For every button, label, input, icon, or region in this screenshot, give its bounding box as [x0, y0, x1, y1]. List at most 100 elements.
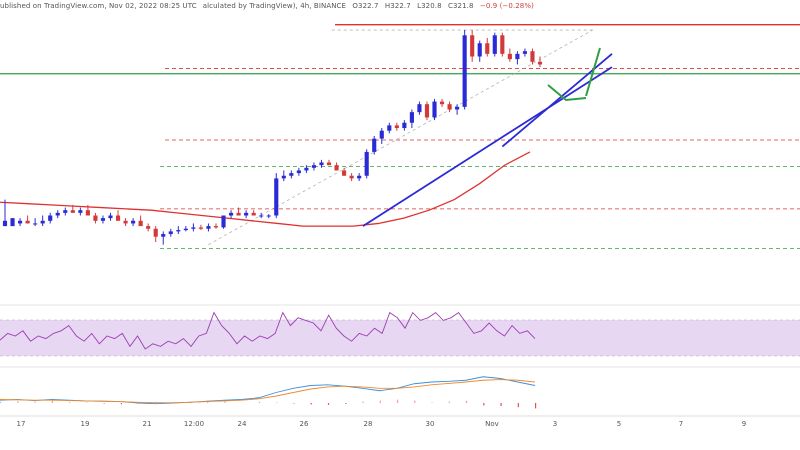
candle-body-64 — [485, 43, 490, 54]
macd-hist-bar-24 — [414, 400, 416, 403]
candle-body-51 — [387, 125, 392, 131]
macd-hist-bar-22 — [379, 400, 381, 403]
trendline-1 — [501, 53, 613, 148]
x-tick-label-6: 28 — [364, 420, 373, 428]
x-tick-label-7: 30 — [426, 420, 435, 428]
macd-hist-bar-0 — [0, 401, 2, 403]
ohlc-low: L320.8 — [417, 2, 442, 10]
macd-hist-bar-26 — [448, 401, 450, 403]
candle-body-68 — [515, 53, 520, 60]
macd-hist-bar-5 — [86, 402, 88, 403]
candle-body-52 — [394, 125, 399, 129]
x-tick-label-5: 26 — [300, 420, 309, 428]
macd-line — [0, 376, 536, 405]
x-tick-label-1: 19 — [81, 420, 90, 428]
macd-hist-bar-13 — [224, 401, 226, 403]
candle-body-45 — [342, 170, 347, 176]
candle-body-69 — [522, 51, 528, 54]
chart-header: ublished on TradingView.com, Nov 02, 202… — [0, 2, 534, 14]
candle-body-42 — [319, 162, 324, 166]
fib-dashed-line — [208, 29, 593, 245]
candle-body-47 — [357, 175, 362, 179]
forecast-up-stroke — [585, 47, 601, 97]
x-tick-label-0: 17 — [17, 420, 26, 428]
candle-body-3 — [25, 220, 30, 224]
candle-body-30 — [228, 212, 234, 216]
candle-body-38 — [289, 173, 294, 176]
macd-hist-bar-16 — [276, 402, 278, 403]
macd-hist-bar-19 — [327, 403, 330, 405]
candle-body-41 — [311, 165, 317, 168]
candle-body-17 — [131, 220, 136, 224]
candle-body-7 — [55, 212, 60, 216]
candle-body-19 — [146, 226, 151, 229]
trendline-0 — [362, 66, 613, 227]
candle-body-16 — [123, 220, 128, 224]
candle-body-60 — [455, 106, 460, 110]
macd-hist-bar-3 — [51, 400, 53, 403]
macd-hist-bar-29 — [500, 403, 502, 406]
candle-body-61 — [462, 35, 467, 107]
candle-body-34 — [259, 215, 264, 217]
candle-body-11 — [85, 210, 90, 216]
macd-hist-bar-4 — [69, 402, 71, 403]
rsi-band — [0, 320, 800, 356]
candle-body-4 — [33, 223, 38, 225]
candle-body-15 — [115, 215, 121, 221]
candle-body-2 — [17, 220, 23, 224]
candle-body-5 — [40, 220, 45, 224]
candle-body-29 — [221, 215, 226, 228]
candle-body-36 — [274, 178, 279, 216]
candle-body-8 — [63, 210, 68, 213]
candle-body-31 — [236, 212, 241, 216]
x-tick-label-4: 24 — [238, 420, 247, 428]
candle-body-71 — [537, 61, 543, 65]
macd-hist-bar-31 — [535, 403, 537, 409]
macd-hist-bar-27 — [465, 400, 468, 403]
forecast-dip-stroke — [547, 84, 587, 102]
symbol-text: alculated by TradingView), 4h, BINANCE — [202, 2, 347, 10]
candle-body-23 — [176, 230, 181, 232]
candle-body-13 — [100, 218, 106, 221]
candle-body-25 — [191, 227, 196, 229]
macd-hist-bar-25 — [431, 402, 433, 403]
macd-hist-bar-18 — [310, 403, 312, 405]
candle-body-63 — [477, 43, 482, 57]
candle-body-28 — [213, 226, 219, 228]
x-tick-label-9: 3 — [553, 420, 557, 428]
candle-body-21 — [161, 234, 166, 237]
macd-signal-line — [0, 379, 536, 404]
candle-body-0 — [2, 220, 8, 227]
candle-body-66 — [500, 35, 505, 54]
candle-body-6 — [48, 215, 53, 221]
macd-hist-bar-7 — [120, 403, 123, 405]
x-tick-label-3: 12:00 — [184, 420, 204, 428]
macd-hist-bar-15 — [258, 401, 261, 403]
moving-average-line — [0, 151, 531, 227]
candle-body-44 — [334, 165, 339, 171]
x-tick-label-11: 7 — [679, 420, 683, 428]
candle-body-18 — [138, 220, 143, 227]
candle-body-48 — [364, 151, 369, 176]
x-tick-label-2: 21 — [143, 420, 152, 428]
ohlc-open: O322.7 — [352, 2, 379, 10]
candle-body-70 — [530, 51, 535, 62]
candle-body-10 — [78, 210, 83, 213]
candle-body-20 — [153, 228, 158, 237]
candle-body-54 — [409, 112, 414, 123]
candle-body-33 — [251, 212, 256, 216]
candle-body-67 — [507, 53, 512, 60]
macd-hist-bar-28 — [483, 403, 485, 406]
candle-body-55 — [417, 104, 422, 113]
macd-hist-bar-6 — [103, 403, 105, 404]
x-tick-label-8: Nov — [485, 420, 499, 428]
macd-hist-bar-1 — [17, 401, 19, 403]
macd-hist-bar-2 — [34, 401, 36, 403]
candle-body-39 — [296, 170, 301, 174]
ohlc-high: H322.7 — [384, 2, 411, 10]
candle-body-24 — [183, 228, 188, 231]
candle-body-49 — [372, 138, 377, 152]
candle-body-50 — [379, 130, 384, 139]
